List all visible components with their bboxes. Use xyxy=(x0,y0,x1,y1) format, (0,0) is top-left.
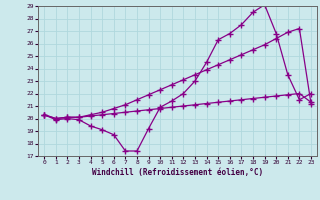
X-axis label: Windchill (Refroidissement éolien,°C): Windchill (Refroidissement éolien,°C) xyxy=(92,168,263,177)
